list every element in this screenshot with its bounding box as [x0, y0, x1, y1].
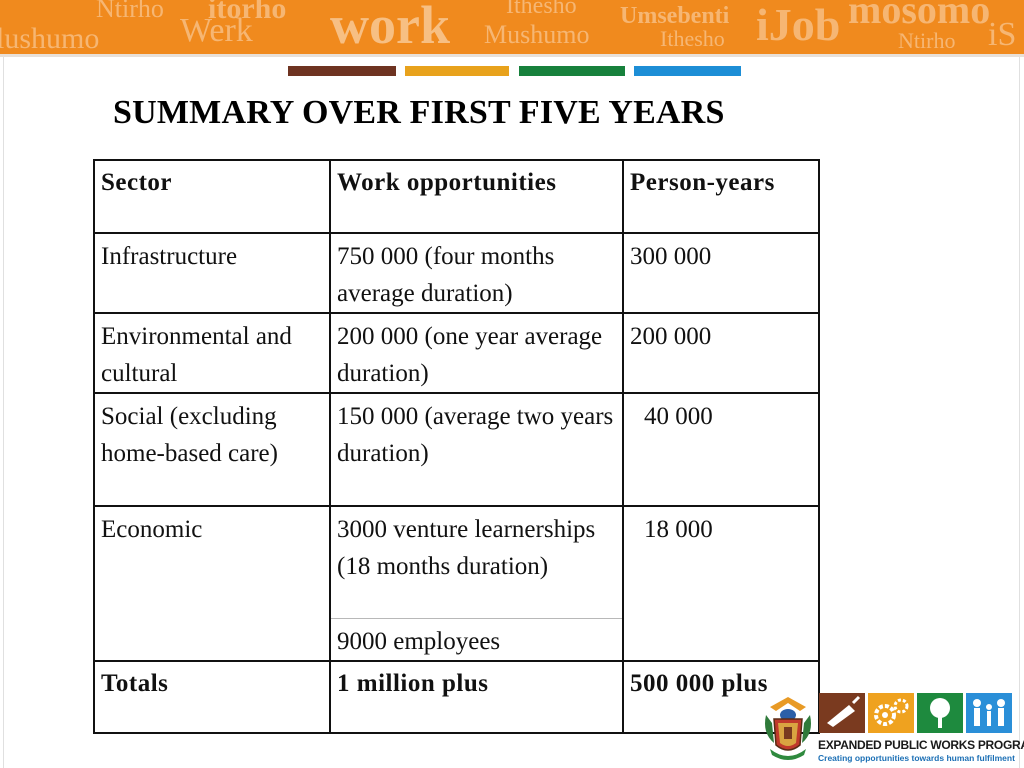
cell-work: 150 000 (average two years duration) [329, 392, 624, 507]
banner-word: work [330, 0, 450, 54]
header-banner: lushumo Ntirho Werk itorho work Ithesho … [0, 0, 1024, 54]
summary-table: Sector Work opportunities Person-years I… [93, 159, 820, 734]
table-row: Social (excluding home-based care) 150 0… [93, 392, 820, 507]
banner-divider [0, 54, 1024, 57]
table-row: Economic 3000 venture learnerships (18 m… [93, 505, 820, 662]
cell-sector: Economic [93, 505, 331, 662]
cell-sector: Infrastructure [93, 232, 331, 314]
tree-icon [917, 693, 963, 733]
banner-word: Werk [180, 12, 253, 49]
stripe-yellow [405, 66, 509, 76]
banner-word: Mushumo [484, 20, 590, 49]
page-title: SUMMARY OVER FIRST FIVE YEARS [113, 94, 725, 131]
table-row: Infrastructure 750 000 (four months aver… [93, 232, 820, 314]
banner-word: iS [988, 16, 1017, 53]
totals-work: 1 million plus [329, 659, 624, 734]
totals-person-years: 500 000 plus [622, 659, 820, 734]
trowel-tile [819, 693, 865, 733]
stripe-blue [634, 66, 741, 76]
cell-person-years: 300 000 [622, 232, 820, 314]
gears-tile [868, 693, 914, 733]
table-header-row: Sector Work opportunities Person-years [93, 159, 820, 234]
banner-word: Ithesho [660, 26, 725, 51]
tree-tile [917, 693, 963, 733]
trowel-icon [819, 693, 865, 733]
cell-sector: Social (excluding home-based care) [93, 392, 331, 507]
header-sector: Sector [93, 159, 331, 234]
right-border [1019, 57, 1020, 768]
cell-work: 200 000 (one year average duration) [329, 312, 624, 394]
totals-label: Totals [93, 659, 331, 734]
stripe-brown [288, 66, 396, 76]
family-tile [966, 693, 1012, 733]
banner-word: iJob [756, 0, 841, 50]
table-row: 9000 employees [94, 617, 819, 662]
cell-person-years: 18 000 [622, 505, 820, 662]
stripe-green [519, 66, 625, 76]
cell-person-years: 40 000 [622, 392, 820, 507]
cell-work: 3000 venture learnerships (18 months dur… [329, 505, 624, 619]
banner-word: mosomo [848, 0, 991, 32]
banner-word: Ithesho [506, 0, 577, 19]
coat-of-arms-icon [765, 697, 811, 760]
banner-word: lushumo [0, 22, 100, 54]
family-icon [966, 693, 1012, 733]
header-work-opportunities: Work opportunities [329, 159, 624, 234]
banner-word: Ntirho [898, 28, 956, 53]
banner-word: itorho [208, 0, 287, 25]
table-totals-row: Totals 1 million plus 500 000 plus [93, 659, 820, 734]
cell-work-extra: 9000 employees [329, 617, 624, 662]
programme-name: EXPANDED PUBLIC WORKS PROGRAMME [818, 738, 1024, 752]
cell-sector: Environmental and cultural [93, 312, 331, 394]
header-person-years: Person-years [622, 159, 820, 234]
cell-work: 750 000 (four months average duration) [329, 232, 624, 314]
left-border [3, 57, 4, 768]
banner-word: Ntirho [96, 0, 164, 23]
table-row: Environmental and cultural 200 000 (one … [93, 312, 820, 394]
programme-tagline: Creating opportunities towards human ful… [818, 753, 1015, 763]
cell-person-years: 200 000 [622, 312, 820, 394]
banner-word: Umsebenti [620, 3, 730, 29]
gears-icon [868, 693, 914, 733]
